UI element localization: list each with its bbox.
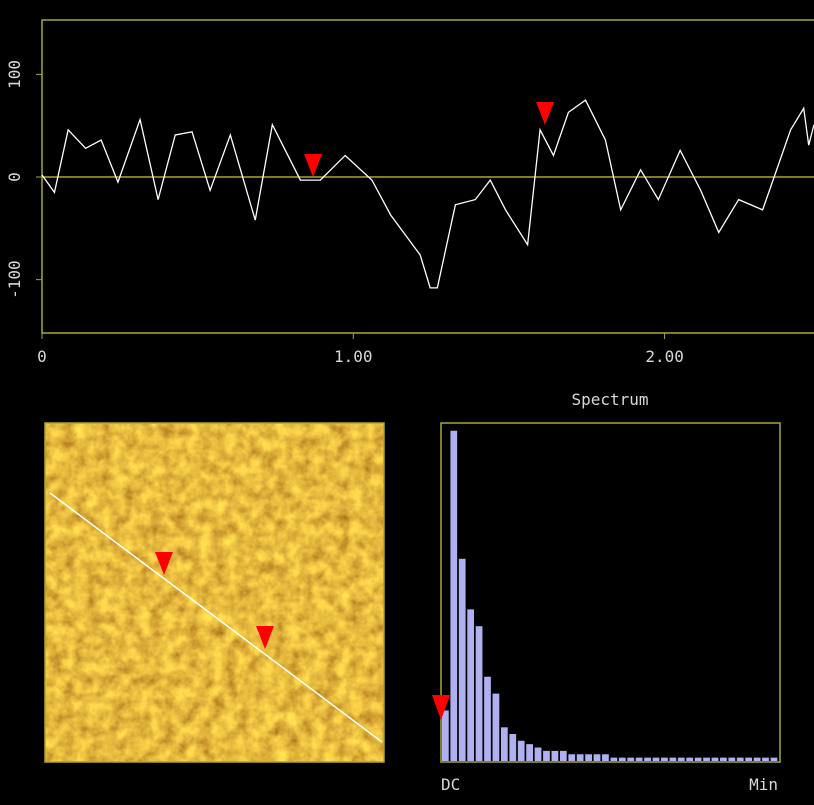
- spectrum-bar: [484, 676, 491, 761]
- spectrum-bar: [450, 430, 458, 761]
- spectrum-bar: [593, 754, 601, 761]
- spectrum-bar: [526, 744, 533, 761]
- spectrum-bar: [509, 734, 517, 761]
- spectrum-cursor: [432, 695, 450, 720]
- spectrum-bar: [500, 727, 508, 761]
- x-tick-label: 1.00: [334, 347, 373, 366]
- spectrum-bar: [635, 757, 643, 761]
- spectrum-bar: [585, 754, 592, 761]
- spectrum-bar: [517, 740, 525, 761]
- spectrum-bar: [669, 757, 677, 761]
- spectrum-end: Min: [749, 775, 778, 794]
- spectrum-bar: [543, 750, 550, 761]
- spectrum-bar: [627, 757, 635, 761]
- y-tick-label: 100: [5, 60, 24, 89]
- spectrum-bar: [770, 757, 778, 761]
- spectrum-bar: [492, 693, 500, 761]
- spectrum-bar: [703, 757, 710, 761]
- spectrum-bar: [694, 757, 702, 761]
- spectrum-bar: [762, 757, 769, 761]
- spectrum-bar: [728, 757, 736, 761]
- spectrum-bar: [711, 757, 719, 761]
- spectrum-bar: [551, 750, 559, 761]
- spectrum-bar: [458, 558, 466, 761]
- spectrum-bar: [745, 757, 753, 761]
- spectrum-title: Spectrum: [571, 390, 648, 409]
- spectrum-bar: [576, 754, 584, 761]
- y-tick-label: 0: [5, 172, 24, 182]
- spectrum-start: DC: [441, 775, 460, 794]
- x-tick-label: 0: [37, 347, 47, 366]
- spectrum-bar: [661, 757, 668, 761]
- spectrum-bar: [686, 757, 694, 761]
- spectrum-bar: [534, 747, 542, 761]
- y-tick-label: -100: [5, 260, 24, 299]
- spectrum-frame: [440, 422, 781, 763]
- image-cursors: [155, 552, 274, 649]
- spectrum-bar: [677, 757, 685, 761]
- spectrum-bar: [610, 757, 618, 761]
- afm-texture: [45, 423, 384, 762]
- spectrum-bar: [559, 750, 567, 761]
- spectrum-bar: [568, 754, 576, 761]
- spectrum-bar: [442, 710, 449, 761]
- spectrum-bar: [753, 757, 761, 761]
- spectrum-bar: [475, 626, 483, 761]
- spectrum-bar: [602, 754, 609, 761]
- spectrum-bar: [467, 609, 475, 761]
- x-tick-label: 2.00: [645, 347, 684, 366]
- spectrum-bar: [618, 757, 626, 761]
- spectrum-bar: [652, 757, 660, 761]
- spectrum-bar: [644, 757, 651, 761]
- profile-cursors: [304, 102, 554, 177]
- section-line: [49, 492, 383, 743]
- spectrum-bar: [736, 757, 744, 761]
- spectrum-bar: [720, 757, 727, 761]
- image-frame: [44, 422, 385, 763]
- profile-line: [41, 99, 814, 289]
